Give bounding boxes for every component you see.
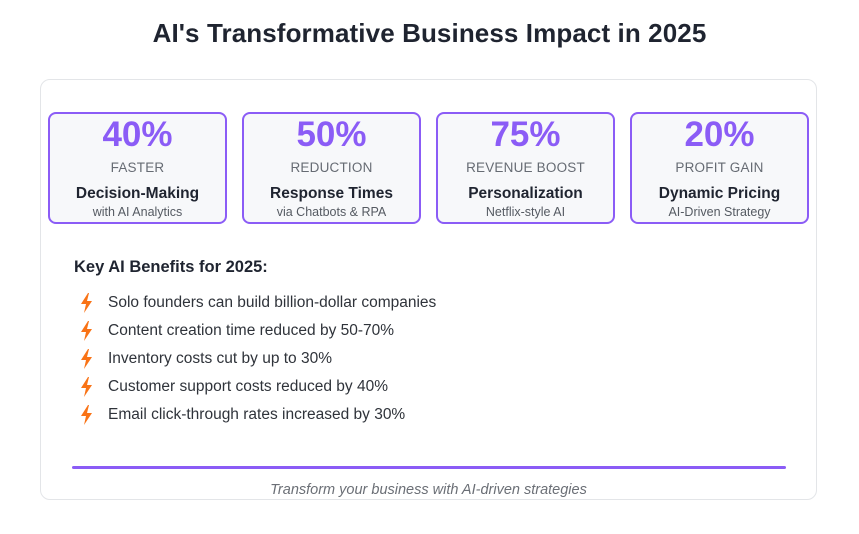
list-item: Customer support costs reduced by 40% [80,373,436,401]
stat-card-response-times: 50% REDUCTION Response Times via Chatbot… [242,112,421,224]
stat-subtitle: AI-Driven Strategy [668,205,771,219]
benefit-text: Solo founders can build billion-dollar c… [108,294,437,311]
list-item: Inventory costs cut by up to 30% [80,345,436,373]
page-title: AI's Transformative Business Impact in 2… [152,18,707,48]
lightning-bolt-icon [81,349,92,369]
list-item: Solo founders can build billion-dollar c… [80,289,436,317]
stat-card-decision-making: 40% FASTER Decision-Making with AI Analy… [48,112,227,224]
stat-subtitle: with AI Analytics [92,205,183,219]
stat-card-personalization: 75% REVENUE BOOST Personalization Netfli… [436,112,615,224]
benefit-text: Customer support costs reduced by 40% [108,378,388,395]
stat-label: Personalization [468,185,583,202]
benefit-text: Email click-through rates increased by 3… [108,406,406,423]
list-item: Content creation time reduced by 50-70% [80,317,436,345]
stat-subtitle: via Chatbots & RPA [276,205,387,219]
stat-unit: REDUCTION [290,160,373,175]
benefits-heading: Key AI Benefits for 2025: [74,258,268,276]
impact-card: 40% FASTER Decision-Making with AI Analy… [40,79,817,500]
benefit-text: Inventory costs cut by up to 30% [108,350,333,367]
lightning-bolt-icon [81,377,92,397]
list-item: Email click-through rates increased by 3… [80,401,436,429]
stat-value: 75% [490,115,561,154]
stat-unit: FASTER [110,160,165,175]
stat-label: Response Times [270,185,393,202]
stat-value: 40% [102,115,173,154]
stat-value: 20% [684,115,755,154]
lightning-bolt-icon [81,321,92,341]
benefit-text: Content creation time reduced by 50-70% [108,322,395,339]
lightning-bolt-icon [81,293,92,313]
stat-subtitle: Netflix-style AI [485,205,566,219]
lightning-bolt-icon [81,405,92,425]
stat-label: Dynamic Pricing [658,185,781,202]
stat-value: 50% [296,115,367,154]
divider [72,466,786,469]
stat-unit: REVENUE BOOST [466,160,585,175]
stat-unit: PROFIT GAIN [675,160,764,175]
stats-row: 40% FASTER Decision-Making with AI Analy… [48,112,809,224]
stat-card-dynamic-pricing: 20% PROFIT GAIN Dynamic Pricing AI-Drive… [630,112,809,224]
stat-label: Decision-Making [75,185,200,202]
footer-tagline: Transform your business with AI-driven s… [270,482,587,498]
benefits-list: Solo founders can build billion-dollar c… [80,289,436,429]
